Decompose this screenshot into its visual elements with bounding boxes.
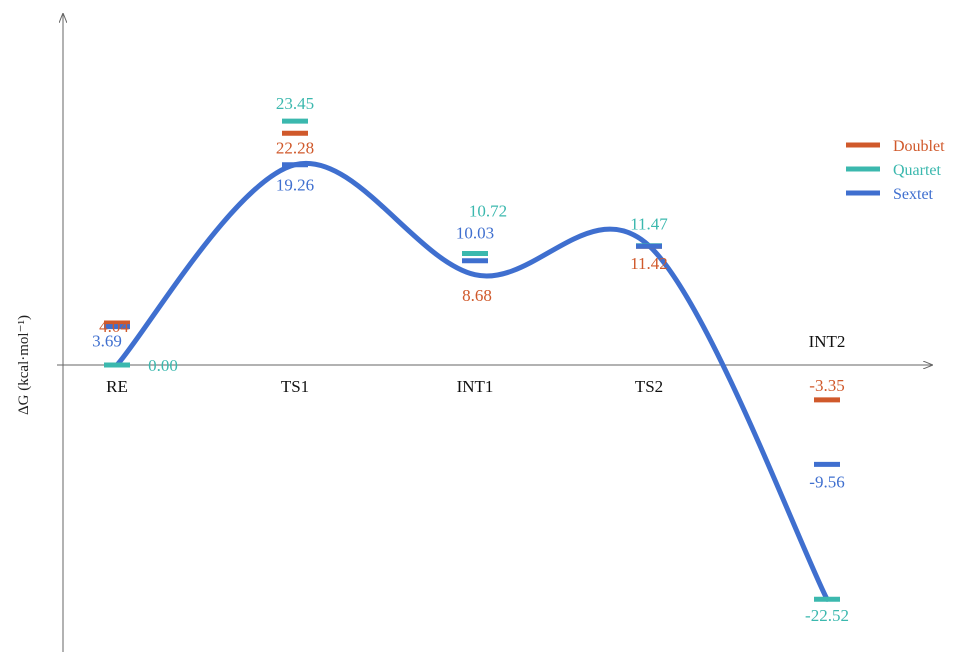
value-label-quartet-ts1: 23.45 — [276, 94, 314, 113]
value-label-doublet-re: 4.04 — [99, 317, 129, 336]
stage-label-ts2: TS2 — [635, 377, 663, 396]
legend-label-sextet: Sextet — [893, 186, 934, 203]
value-label-extra-int1: 8.68 — [462, 286, 492, 305]
value-label-sextet-ts1: 19.26 — [276, 176, 314, 195]
stage-label-int2: INT2 — [809, 332, 846, 351]
legend-label-doublet: Doublet — [893, 138, 945, 155]
energy-value-labels: 4.04 22.28 11.42 -3.35 0.00 23.45 10.72 11.47 -2… — [92, 94, 849, 625]
stage-label-re: RE — [106, 377, 128, 396]
value-label-doublet-ts2: 11.42 — [630, 254, 668, 273]
value-label-quartet-ts2: 11.47 — [630, 215, 668, 234]
value-label-quartet-int2: -22.52 — [805, 606, 849, 625]
stage-labels: RE TS1 INT1 TS2 INT2 — [106, 332, 845, 396]
value-label-sextet-int1: 10.03 — [456, 224, 494, 243]
value-label-doublet-ts1: 22.28 — [276, 138, 314, 157]
value-label-doublet-int2: -3.35 — [809, 376, 844, 395]
value-label-quartet-re: 0.00 — [148, 356, 178, 375]
legend: Doublet Quartet Sextet — [846, 138, 945, 203]
stage-label-ts1: TS1 — [281, 377, 309, 396]
legend-label-quartet: Quartet — [893, 162, 942, 179]
value-label-sextet-re: 3.69 — [92, 332, 122, 351]
value-label-sextet-int2: -9.56 — [809, 472, 844, 491]
stage-label-int1: INT1 — [457, 377, 494, 396]
value-label-quartet-int1: 10.72 — [469, 202, 507, 221]
energy-levels — [104, 118, 840, 602]
y-axis-label: ΔG (kcal·mol⁻¹) — [16, 315, 32, 415]
reaction-path-curve — [114, 160, 830, 602]
